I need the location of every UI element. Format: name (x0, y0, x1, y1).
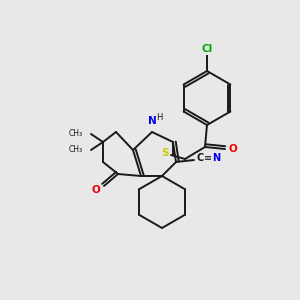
Text: O: O (229, 144, 237, 154)
Text: Cl: Cl (201, 44, 213, 54)
Text: N: N (212, 153, 220, 163)
Text: ≡: ≡ (204, 153, 212, 163)
Text: O: O (92, 185, 100, 195)
Text: H: H (156, 113, 162, 122)
Text: S: S (161, 148, 169, 158)
Text: CH₃: CH₃ (69, 130, 83, 139)
Text: C: C (196, 153, 204, 163)
Text: CH₃: CH₃ (69, 146, 83, 154)
Text: N: N (148, 116, 156, 126)
